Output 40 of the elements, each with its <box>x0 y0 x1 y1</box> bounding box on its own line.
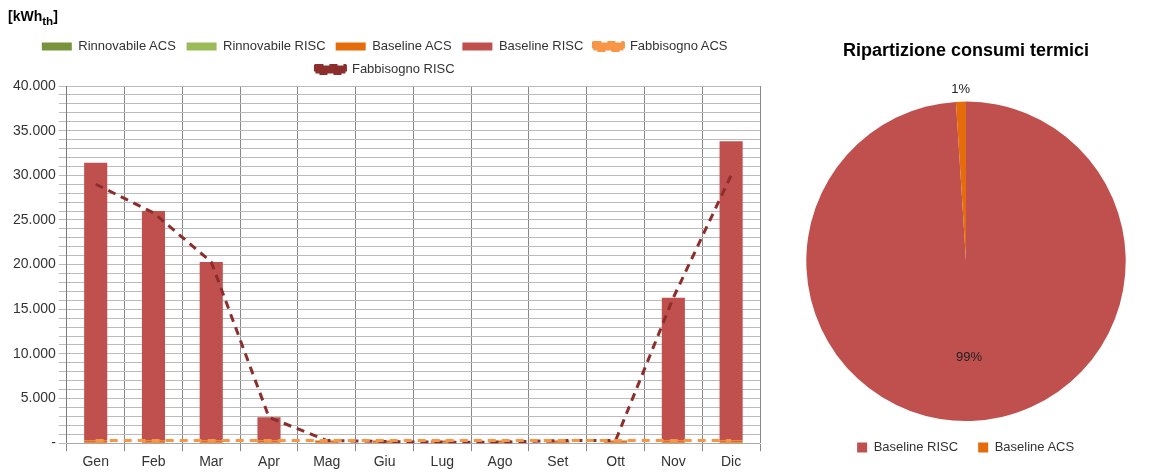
x-tick-label: Apr <box>258 453 281 470</box>
bar <box>141 211 166 441</box>
x-tick-label: Ago <box>487 453 513 470</box>
y-tick-label: 40.000 <box>12 76 57 93</box>
x-tick-label: Giu <box>373 453 396 470</box>
x-tick-label: Lug <box>430 453 454 470</box>
legend-label: Fabbisogno ACS <box>629 38 728 54</box>
x-tick-label: Gen <box>82 453 109 470</box>
legend-label: Baseline RISC <box>873 439 959 455</box>
chart-title: Ripartizione consumi termici <box>842 39 1090 60</box>
legend-label: Baseline ACS <box>372 38 452 54</box>
x-tick-label: Ott <box>606 453 626 470</box>
y-tick-label: 5.000 <box>20 389 57 406</box>
x-tick-label: Nov <box>660 453 686 470</box>
x-tick-label: Mag <box>313 453 341 470</box>
data-label: 1% <box>951 81 971 97</box>
bar <box>199 261 223 441</box>
y-tick-label: 30.000 <box>12 166 57 183</box>
x-tick-label: Feb <box>141 453 166 470</box>
bar <box>661 297 685 441</box>
x-tick-label: Set <box>547 453 569 470</box>
bar <box>84 162 108 441</box>
y-tick-label: 35.000 <box>12 121 57 138</box>
bar <box>257 417 281 441</box>
y-tick-label: 10.000 <box>12 344 57 361</box>
legend-label: Rinnovabile RISC <box>223 38 326 54</box>
y-axis-title: [kWh$_{th}$] <box>8 8 58 27</box>
y-tick-label: 25.000 <box>12 210 57 227</box>
legend-label: Baseline RISC <box>498 38 584 54</box>
legend-label: Fabbisogno RISC <box>351 61 455 77</box>
legend-label: Baseline ACS <box>994 439 1075 455</box>
data-label: 99% <box>955 348 983 364</box>
x-tick-label: Mar <box>199 453 224 470</box>
x-tick-label: Dic <box>721 453 742 470</box>
bar <box>719 141 743 441</box>
y-tick-label: - <box>51 434 57 451</box>
y-tick-label: 20.000 <box>12 255 57 272</box>
y-tick-label: 15.000 <box>12 300 57 317</box>
legend-label: Rinnovabile ACS <box>78 38 177 54</box>
line-series <box>94 173 733 444</box>
